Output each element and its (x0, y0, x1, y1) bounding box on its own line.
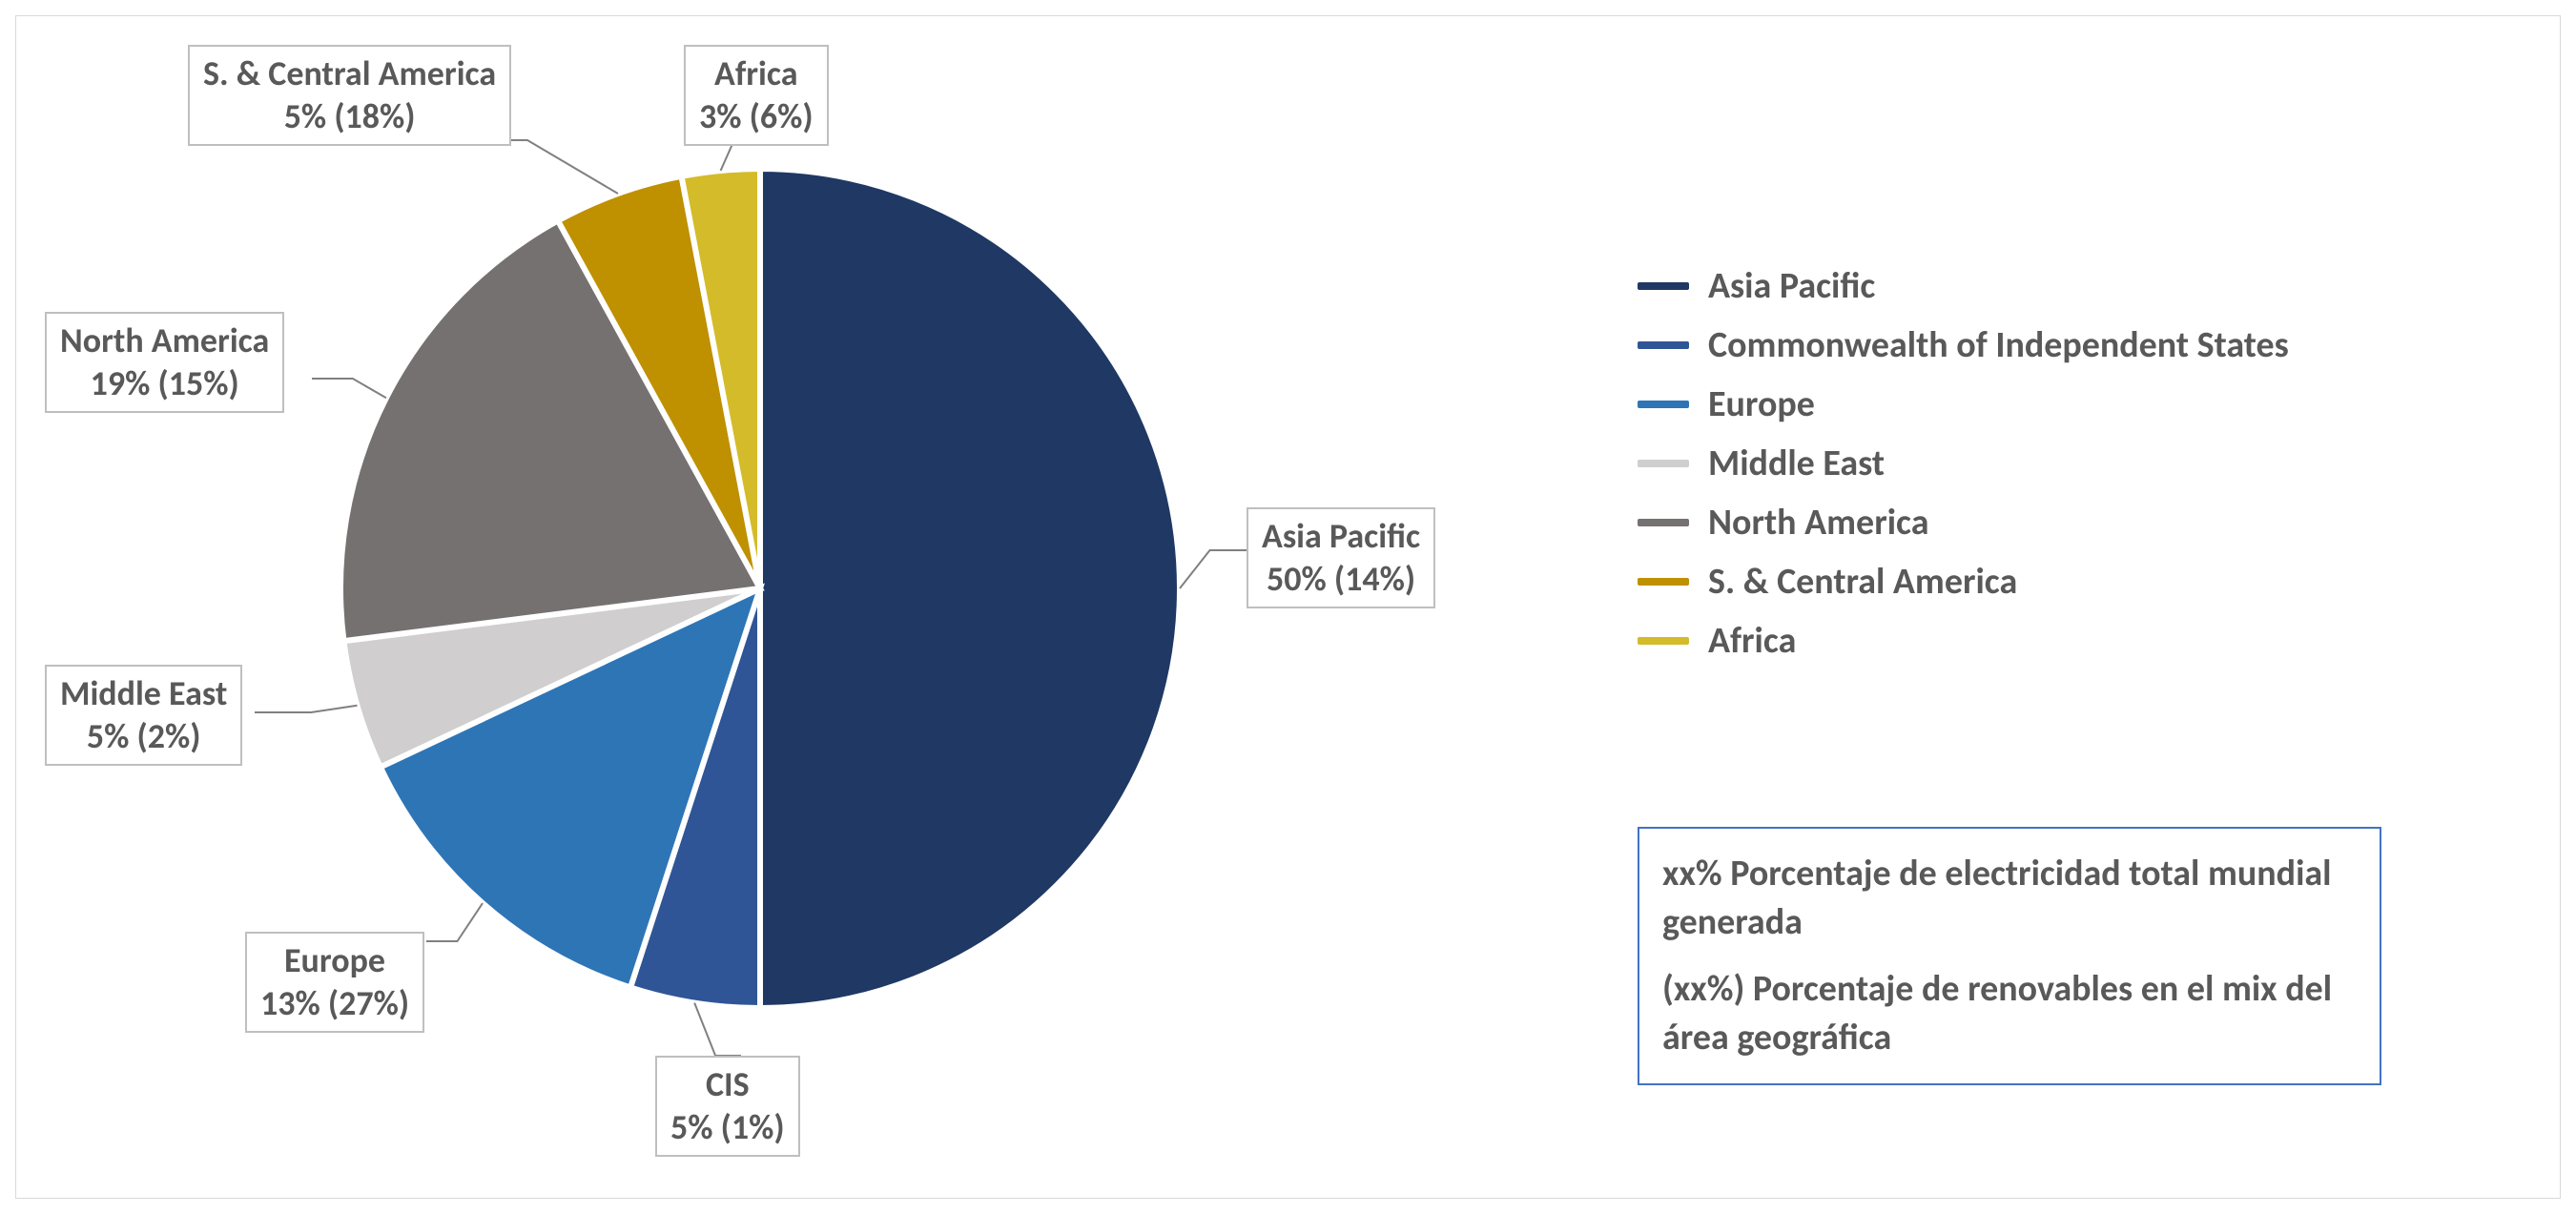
label-africa: Africa 3% (6%) (684, 45, 829, 146)
legend-item-asia_pacific: Asia Pacific (1638, 264, 2289, 308)
legend-label: Asia Pacific (1708, 264, 1875, 308)
legend-marker-s_central_america (1638, 578, 1689, 586)
legend-label: Europe (1708, 382, 1815, 426)
label-cis: CIS 5% (1%) (655, 1056, 800, 1157)
label-north-america: North America 19% (15%) (45, 312, 284, 413)
label-line1: North America (60, 319, 269, 361)
label-line2: 19% (15%) (91, 362, 239, 404)
leader-asia_pacific (1180, 550, 1247, 588)
label-line1: Asia Pacific (1262, 515, 1420, 557)
legend-item-europe: Europe (1638, 382, 2289, 426)
pie-svg (331, 159, 1189, 1018)
legend-marker-cis (1638, 341, 1689, 349)
legend-marker-north_america (1638, 519, 1689, 526)
legend-marker-africa (1638, 637, 1689, 645)
legend-item-middle_east: Middle East (1638, 442, 2289, 485)
note-box: xx% Porcentaje de electricidad total mun… (1638, 827, 2381, 1085)
label-line2: 13% (27%) (260, 982, 409, 1024)
label-line1: Europe (284, 939, 385, 981)
pie-chart (331, 159, 1189, 1018)
legend-marker-asia_pacific (1638, 282, 1689, 290)
label-middle-east: Middle East 5% (2%) (45, 665, 242, 766)
legend-item-s_central_america: S. & Central America (1638, 560, 2289, 604)
note-line2: (xx%) Porcentaje de renovables en el mix… (1662, 965, 2357, 1063)
label-line1: CIS (706, 1063, 750, 1105)
legend-label: Commonwealth of Independent States (1708, 323, 2289, 367)
legend-label: Africa (1708, 619, 1796, 663)
note-line1: xx% Porcentaje de electricidad total mun… (1662, 850, 2357, 948)
legend: Asia Pacific Commonwealth of Independent … (1638, 264, 2289, 663)
slice-asia_pacific (760, 169, 1180, 1008)
label-asia-pacific: Asia Pacific 50% (14%) (1247, 507, 1435, 608)
legend-label: S. & Central America (1708, 560, 2017, 604)
legend-item-cis: Commonwealth of Independent States (1638, 323, 2289, 367)
chart-container: Asia Pacific 50% (14%) CIS 5% (1%) Europ… (15, 15, 2561, 1199)
legend-item-africa: Africa (1638, 619, 2289, 663)
legend-label: Middle East (1708, 442, 1885, 485)
label-europe: Europe 13% (27%) (245, 932, 424, 1033)
label-line2: 5% (18%) (284, 95, 416, 137)
label-line2: 5% (1%) (670, 1106, 785, 1148)
label-line1: S. & Central America (203, 52, 496, 94)
label-line2: 50% (14%) (1267, 558, 1415, 600)
label-line1: Africa (714, 52, 797, 94)
legend-label: North America (1708, 501, 1928, 545)
label-s-central-america: S. & Central America 5% (18%) (188, 45, 511, 146)
legend-item-north_america: North America (1638, 501, 2289, 545)
label-line2: 5% (2%) (87, 715, 201, 757)
legend-marker-europe (1638, 401, 1689, 408)
label-line1: Middle East (60, 672, 227, 714)
label-line2: 3% (6%) (699, 95, 814, 137)
legend-marker-middle_east (1638, 460, 1689, 467)
